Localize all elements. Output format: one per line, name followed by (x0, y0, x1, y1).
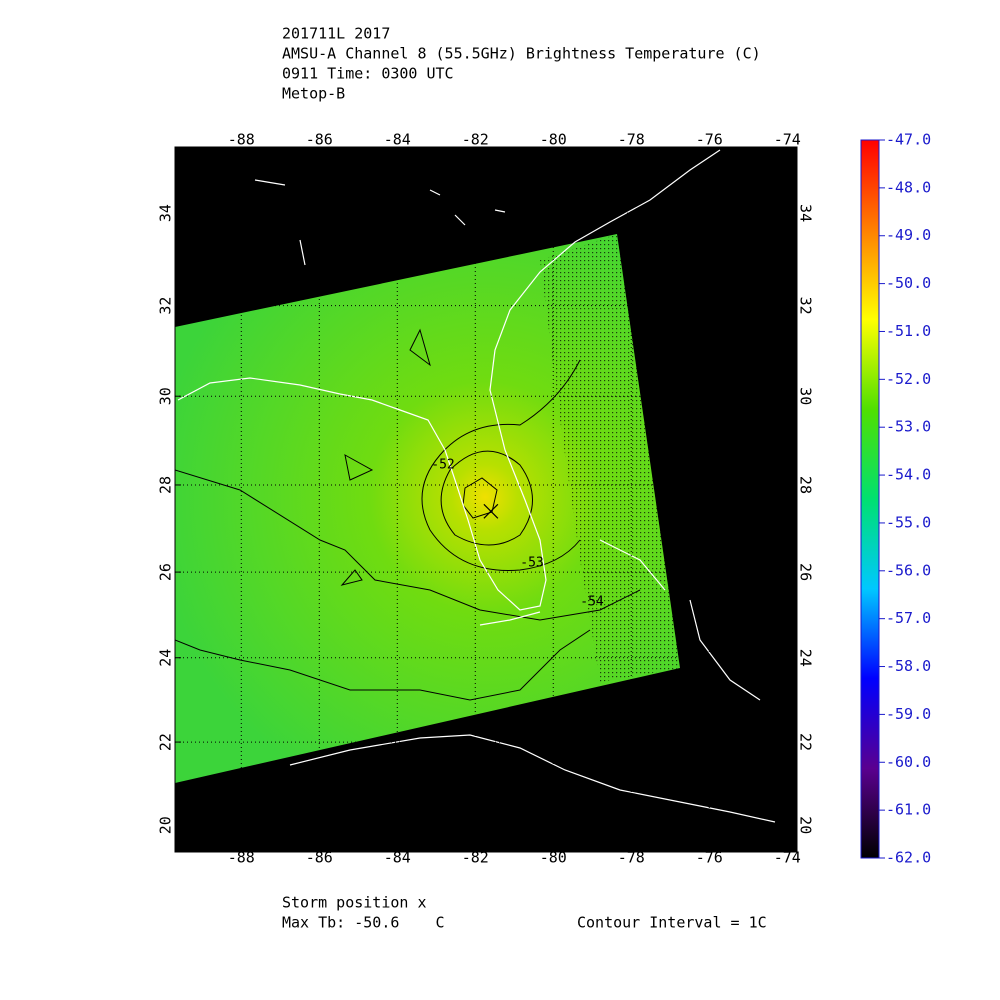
contour-label: -54 (580, 595, 604, 610)
lon-tick-label: -84 (384, 131, 411, 149)
lat-tick-label: 28 (157, 476, 175, 494)
lat-tick-label: 32 (157, 297, 175, 315)
header-line: Metop-B (282, 85, 345, 103)
lon-tick-label: -74 (774, 849, 801, 867)
lat-tick-label: 22 (797, 733, 815, 751)
lon-tick-label: -88 (228, 131, 255, 149)
colorbar (860, 139, 880, 859)
colorbar-tick-label: -58.0 (886, 657, 931, 675)
lon-tick-label: -88 (228, 849, 255, 867)
lat-tick-label: 28 (797, 476, 815, 494)
hatched-region (540, 234, 680, 682)
lon-tick-label: -86 (306, 131, 333, 149)
lon-tick-label: -82 (462, 849, 489, 867)
colorbar-tick-label: -59.0 (886, 705, 931, 723)
lon-tick-label: -84 (384, 849, 411, 867)
header-line: 0911 Time: 0300 UTC (282, 65, 454, 83)
lon-tick-label: -76 (696, 131, 723, 149)
colorbar-tick-label: -57.0 (886, 609, 931, 627)
colorbar-tick-label: -50.0 (886, 274, 931, 292)
lat-tick-label: 24 (797, 649, 815, 667)
lon-tick-label: -86 (306, 849, 333, 867)
colorbar-tick-label: -51.0 (886, 322, 931, 340)
colorbar-tick-label: -56.0 (886, 561, 931, 579)
lon-tick-label: -82 (462, 131, 489, 149)
lat-tick-label: 26 (797, 563, 815, 581)
lat-tick-label: 30 (157, 387, 175, 405)
lat-tick-label: 30 (797, 387, 815, 405)
lon-tick-label: -78 (618, 131, 645, 149)
coastline (289, 734, 776, 823)
colorbar-tick-label: -61.0 (886, 801, 931, 819)
lat-tick-label: 26 (157, 563, 175, 581)
contour (440, 450, 533, 546)
contours (175, 328, 641, 701)
colorbar-tick-label: -62.0 (886, 849, 931, 867)
storm-position (483, 503, 499, 519)
header: 201711L 2017 AMSU-A Channel 8 (55.5GHz) … (282, 25, 761, 103)
colorbar-tick-label: -55.0 (886, 513, 931, 531)
coastline (177, 149, 721, 611)
colorbar-tick-label: -53.0 (886, 418, 931, 436)
coastlines (177, 149, 776, 823)
header-line: AMSU-A Channel 8 (55.5GHz) Brightness Te… (282, 45, 761, 63)
colorbar-tick-label: -48.0 (886, 178, 931, 196)
contour (175, 629, 591, 701)
colorbar-tick-label: -47.0 (886, 131, 931, 149)
colorbar-tick-label: -49.0 (886, 226, 931, 244)
coastline (254, 179, 761, 701)
lat-tick-label: 34 (157, 204, 175, 222)
map-content (175, 147, 797, 852)
lon-tick-label: -74 (774, 131, 801, 149)
lon-tick-label: -76 (696, 849, 723, 867)
lat-tick-label: 34 (797, 204, 815, 222)
contour-label: -53 (520, 556, 543, 571)
colorbar-tick-label: -52.0 (886, 370, 931, 388)
graticule (175, 147, 797, 852)
lat-tick-label: 32 (797, 297, 815, 315)
storm-position-label: Storm position x (282, 894, 427, 912)
lat-tick-label: 20 (157, 816, 175, 834)
lat-tick-label: 20 (797, 816, 815, 834)
lon-tick-label: -80 (540, 131, 567, 149)
contour-label: -52 (431, 458, 454, 473)
contour (175, 328, 641, 621)
lon-tick-label: -78 (618, 849, 645, 867)
contour-interval: Contour Interval = 1C (577, 914, 767, 932)
contour (421, 359, 581, 571)
colorbar-tick-label: -60.0 (886, 753, 931, 771)
lat-tick-label: 24 (157, 649, 175, 667)
colorbar-tick-label: -54.0 (886, 466, 931, 484)
lon-tick-label: -80 (540, 849, 567, 867)
map-frame (174, 146, 798, 853)
max-tb: Max Tb: -50.6 C (282, 914, 445, 932)
lat-tick-label: 22 (157, 733, 175, 751)
footer: Storm position x Max Tb: -50.6 C Contour… (282, 894, 767, 932)
header-line: 201711L 2017 (282, 25, 390, 43)
coastline (479, 611, 541, 626)
